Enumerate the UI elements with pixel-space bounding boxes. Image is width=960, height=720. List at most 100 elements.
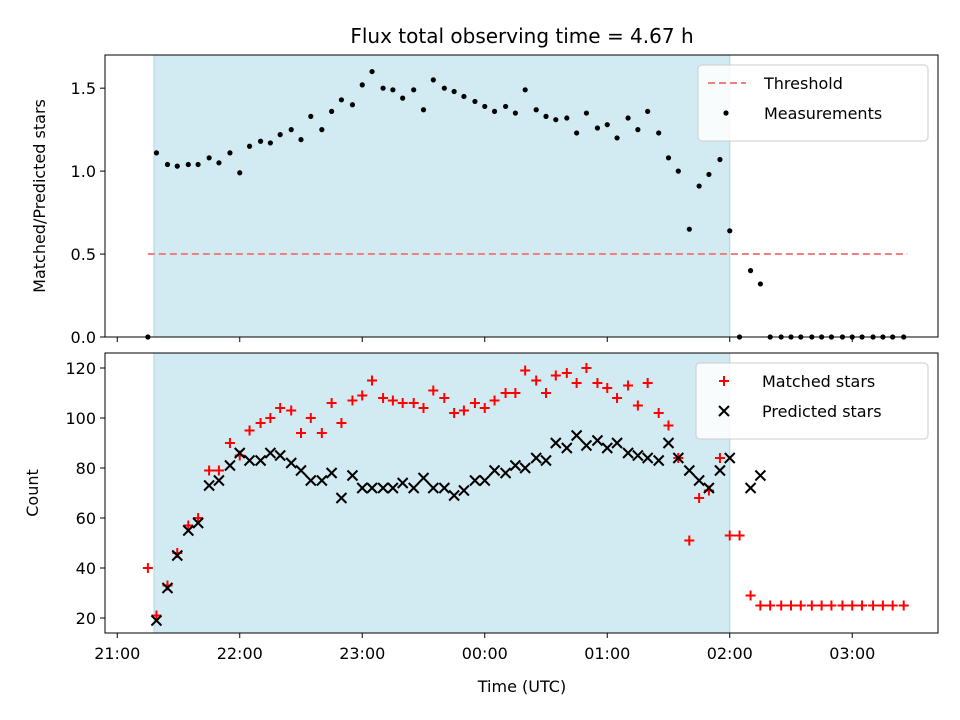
predicted-star-point <box>150 614 163 627</box>
predicted-star-point <box>561 442 573 454</box>
y-tick-label: 0.0 <box>71 328 96 347</box>
predicted-star-point <box>316 474 328 487</box>
matched-star-point <box>510 388 521 398</box>
measurement-point <box>430 77 436 83</box>
predicted-star-point <box>356 482 368 494</box>
matched-star-point <box>877 600 888 611</box>
predicted-star-point <box>224 459 236 472</box>
y-tick-label: 60 <box>76 509 96 528</box>
matched-star-point <box>244 425 255 436</box>
measurement-point <box>472 98 478 105</box>
y-tick-label: 20 <box>76 609 96 628</box>
matched-star-point <box>367 375 378 386</box>
matched-star-point <box>898 600 909 611</box>
measurement-point <box>338 97 345 103</box>
matched-star-point <box>694 493 705 503</box>
measurement-point <box>614 135 620 141</box>
measurement-point <box>717 156 723 163</box>
matched-star-point <box>428 385 439 396</box>
measurement-point <box>441 85 447 91</box>
measurement-point <box>359 82 365 88</box>
predicted-star-point <box>377 482 389 494</box>
x-tick-label: 22:00 <box>217 644 263 663</box>
top-panel-ylabel: Matched/Predicted stars <box>30 99 49 293</box>
predicted-star-point <box>519 462 531 474</box>
predicted-star-point <box>641 452 654 464</box>
measurement-point <box>543 113 549 119</box>
predicted-star-point <box>714 464 726 477</box>
matched-star-point <box>204 465 215 476</box>
predicted-star-point <box>182 524 195 537</box>
matched-star-point <box>531 375 542 386</box>
measurement-point <box>696 183 702 189</box>
legend-label: Matched stars <box>762 372 875 391</box>
matched-star-point <box>816 600 827 611</box>
measurement-point <box>298 137 304 143</box>
observing-window-top <box>153 54 731 338</box>
measurement-point <box>604 122 610 128</box>
predicted-star-point <box>203 479 215 492</box>
predicted-star-point <box>672 452 685 464</box>
measurement-point <box>594 125 601 131</box>
bottom-panel-ylabel: Count <box>23 469 42 517</box>
matched-star-point <box>326 398 337 408</box>
x-tick-label: 21:00 <box>94 644 140 663</box>
matched-star-point <box>602 383 613 393</box>
bottom-panel: 21:00 22:00 23:00 00:00 01:00 02:00 03:00 20 40 6… <box>23 352 939 663</box>
predicted-star-point <box>274 449 286 462</box>
measurement-point <box>308 113 314 119</box>
observing-window-band <box>153 352 731 634</box>
y-tick-label: 0.5 <box>71 245 96 264</box>
predicted-star-point <box>550 437 562 449</box>
matched-star-point <box>387 395 398 406</box>
measurement-point <box>195 161 201 168</box>
predicted-star-point <box>438 482 451 494</box>
matched-star-point <box>296 428 306 438</box>
matched-star-point <box>378 393 389 403</box>
measurement-point <box>451 88 457 95</box>
bottom-panel-marks <box>142 363 909 627</box>
measurement-point <box>257 138 264 144</box>
matched-star-point <box>449 408 460 418</box>
x-tick-label: 00:00 <box>462 644 508 663</box>
matched-star-point <box>408 398 419 408</box>
observing-window-band <box>153 54 731 338</box>
measurement-point <box>482 103 488 110</box>
observing-window-bottom <box>153 352 731 634</box>
measurement-point <box>164 161 171 168</box>
matched-star-point <box>397 398 408 408</box>
predicted-star-point <box>213 474 225 487</box>
matched-star-point <box>541 388 551 398</box>
matched-star-point <box>286 405 297 416</box>
matched-star-point <box>592 378 603 388</box>
top-panel: 0.0 0.5 1.0 1.5 Matched/Predicted stars Thr… <box>30 54 939 347</box>
matched-star-point <box>479 403 490 413</box>
matched-star-point <box>684 535 695 546</box>
matched-star-point <box>755 600 766 611</box>
x-axis-label: Time (UTC) <box>477 677 566 696</box>
bottom-panel-frame <box>104 352 939 634</box>
bottom-panel-axes: 21:00 22:00 23:00 00:00 01:00 02:00 03:00 20 40 6… <box>65 359 875 663</box>
predicted-star-point <box>417 472 430 484</box>
predicted-star-point <box>264 447 277 459</box>
predicted-star-point <box>295 464 307 477</box>
matched-star-point <box>837 600 848 611</box>
matched-star-point <box>265 413 276 423</box>
matched-star-point <box>550 370 561 381</box>
predicted-star-point <box>744 482 757 494</box>
top-legend: Threshold Measurements <box>697 64 929 142</box>
y-tick-label: 1.5 <box>71 79 96 98</box>
measurement-point <box>185 161 191 168</box>
measurement-point <box>675 168 681 174</box>
matched-star-point <box>776 600 787 611</box>
predicted-star-point <box>724 452 736 464</box>
predicted-star-point <box>683 464 696 477</box>
matched-star-point <box>857 600 868 611</box>
matched-star-point <box>142 563 153 573</box>
predicted-star-point <box>254 454 267 467</box>
measurement-point <box>512 110 518 116</box>
matched-star-point <box>581 363 592 373</box>
matched-star-point <box>847 600 858 611</box>
legend-label: Threshold <box>763 74 843 93</box>
legend-box <box>695 362 929 440</box>
